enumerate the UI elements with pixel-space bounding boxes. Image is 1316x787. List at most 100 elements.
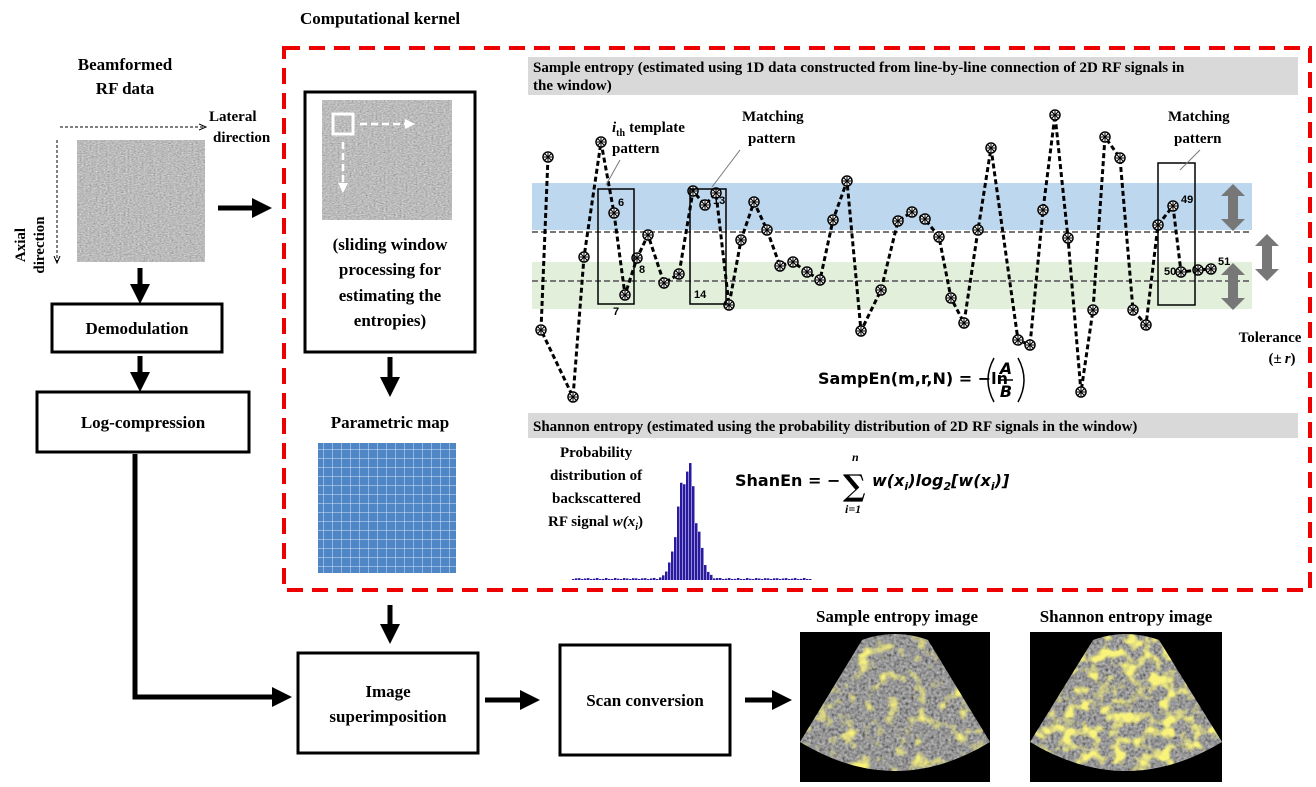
lateral-label: Lateral [209,109,256,125]
histogram-bar [797,579,800,580]
signal-point-star [843,177,851,185]
histogram-bar [731,579,734,580]
signal-point-star [1101,133,1109,141]
distribution-label: distribution of [550,468,643,484]
input-title: Beamformed [78,55,173,74]
histogram-bar [776,578,779,580]
histogram-bar [671,552,674,580]
template-label: ithtemplate [612,120,685,139]
histogram-bar [692,486,695,580]
signal-point-star [580,253,588,261]
histogram-bar [713,578,716,580]
histogram-bar [743,579,746,580]
signal-point-star [789,258,797,266]
shanen-formula: ShanEn = − [735,471,840,490]
tolerance-label: (±r) [1268,351,1295,367]
histogram-bar [785,578,788,580]
histogram-bar [728,578,731,580]
input-title: RF data [96,79,155,98]
signal-point-star [610,209,618,217]
step-label: superimposition [329,707,447,726]
histogram-bar [806,579,809,580]
signal-point-star [644,231,652,239]
kernel-title: Computational kernel [300,9,460,28]
histogram-bar [761,579,764,580]
signal-point-star [921,215,929,223]
upper: n [852,450,859,464]
histogram-bar [596,578,599,580]
signal-point-star [1089,306,1097,314]
histogram-bar [788,579,791,580]
signal-point-star [935,233,943,241]
step-label: Scan conversion [586,691,704,710]
histogram-bar [611,579,614,580]
histogram-bar [587,578,590,580]
signal-point-star [877,286,885,294]
histogram-bar [647,579,650,580]
histogram-bar [635,578,638,580]
axial-label: direction [32,216,48,274]
signal-point-star [1026,341,1034,349]
matching-label: Matching [742,109,804,125]
histogram-bar [791,579,794,580]
histogram-bar [662,575,665,580]
histogram-bar [710,575,713,580]
histogram-bar [590,579,593,580]
signal-point-star [1051,111,1059,119]
histogram-bar [665,572,668,580]
histogram-bar [734,579,737,580]
rf-image [77,140,205,262]
point-label: 8 [639,264,645,276]
numerator: A [998,359,1012,378]
template-label: pattern [612,141,660,157]
signal-point-star [1077,388,1085,396]
histogram-bar [740,579,743,580]
output-label: Sample entropy image [816,607,979,626]
histogram-bar [794,578,797,580]
point-label: 50 [1164,266,1176,278]
matching-label: pattern [1174,131,1222,147]
histogram-bar [584,578,587,580]
histogram-bar [572,579,575,580]
histogram-bar [809,579,812,580]
window-text: (sliding window [333,235,449,254]
point-label: 13 [713,195,725,207]
signal-point-star [960,319,968,327]
histogram-bar [578,578,581,580]
histogram-bar [656,579,659,580]
histogram-bar [701,548,704,580]
histogram-bar [608,579,611,580]
signal-point-star [857,327,865,335]
signal-point-star [947,294,955,302]
signal-point-star [537,326,545,334]
signal-point-star [908,208,916,216]
histogram-bar [689,463,692,580]
term: )log [907,471,943,490]
step-label: Log-compression [81,413,206,432]
histogram-bar [659,577,662,580]
paren: ) [1291,351,1296,367]
histogram-bar [803,578,806,580]
signal-point-star [987,144,995,152]
paren: (± [1268,351,1281,367]
signal-point-star [737,236,745,244]
signal-point-star [1177,268,1185,276]
histogram-bar [632,578,635,580]
signal-point-star [675,270,683,278]
distribution-label: Probability [560,445,633,461]
index-sub: th [616,128,625,139]
upper-band [532,183,1252,230]
signal-point-star [894,217,902,225]
sample-entropy-header: the window) [533,78,612,94]
histogram-bar [764,578,767,580]
term: )] [994,471,1010,490]
step-label: Demodulation [86,319,190,338]
histogram-bar [683,484,686,580]
histogram-bar [599,579,602,580]
signal-point-star [1039,206,1047,214]
signal-point-star [569,393,577,401]
signal-point-star [621,291,629,299]
step-label: Image [365,682,411,701]
histogram-bar [620,579,623,580]
histogram-bar [650,578,653,580]
